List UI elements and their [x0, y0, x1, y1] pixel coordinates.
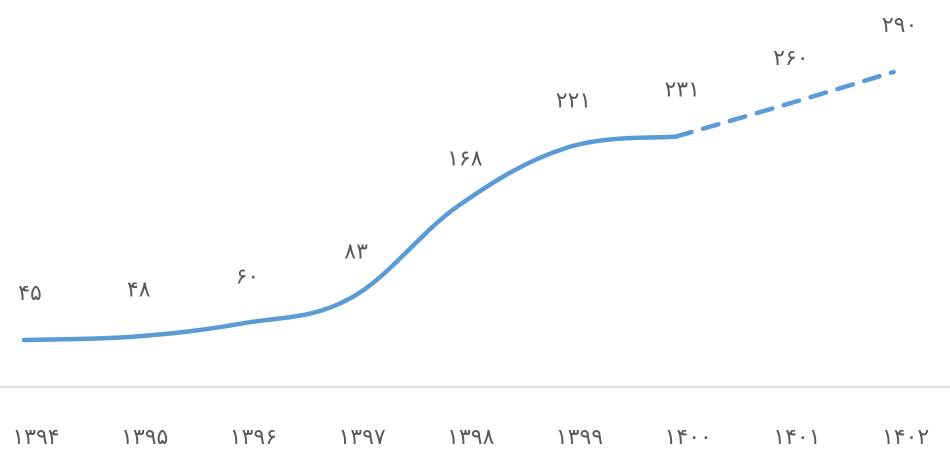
- data-label: ۱۶۸: [447, 146, 483, 171]
- data-label: ۶۰: [236, 265, 260, 290]
- x-tick-label: ۱۴۰۱: [773, 425, 820, 450]
- data-label: ۲۳۱: [664, 78, 699, 103]
- data-label: ۲۹۰: [882, 13, 917, 38]
- x-tick-label: ۱۳۹۸: [447, 425, 494, 450]
- x-tick-label: ۱۳۹۵: [121, 425, 168, 450]
- x-tick-label: ۱۳۹۴: [12, 425, 59, 450]
- data-label: ۲۶۰: [773, 46, 808, 71]
- x-tick-label: ۱۳۹۷: [338, 425, 385, 450]
- x-tick-label: ۱۳۹۹: [556, 425, 603, 450]
- data-label: ۴۵: [18, 281, 42, 306]
- series-line: [21, 134, 679, 343]
- data-label: ۲۲۱: [556, 88, 591, 113]
- series-line: [673, 69, 896, 139]
- data-label: ۸۳: [344, 239, 368, 264]
- x-tick-label: ۱۴۰۲: [882, 425, 929, 450]
- data-label: ۴۸: [127, 278, 151, 303]
- x-tick-label: ۱۳۹۶: [230, 425, 277, 450]
- x-tick-label: ۱۴۰۰: [665, 425, 712, 450]
